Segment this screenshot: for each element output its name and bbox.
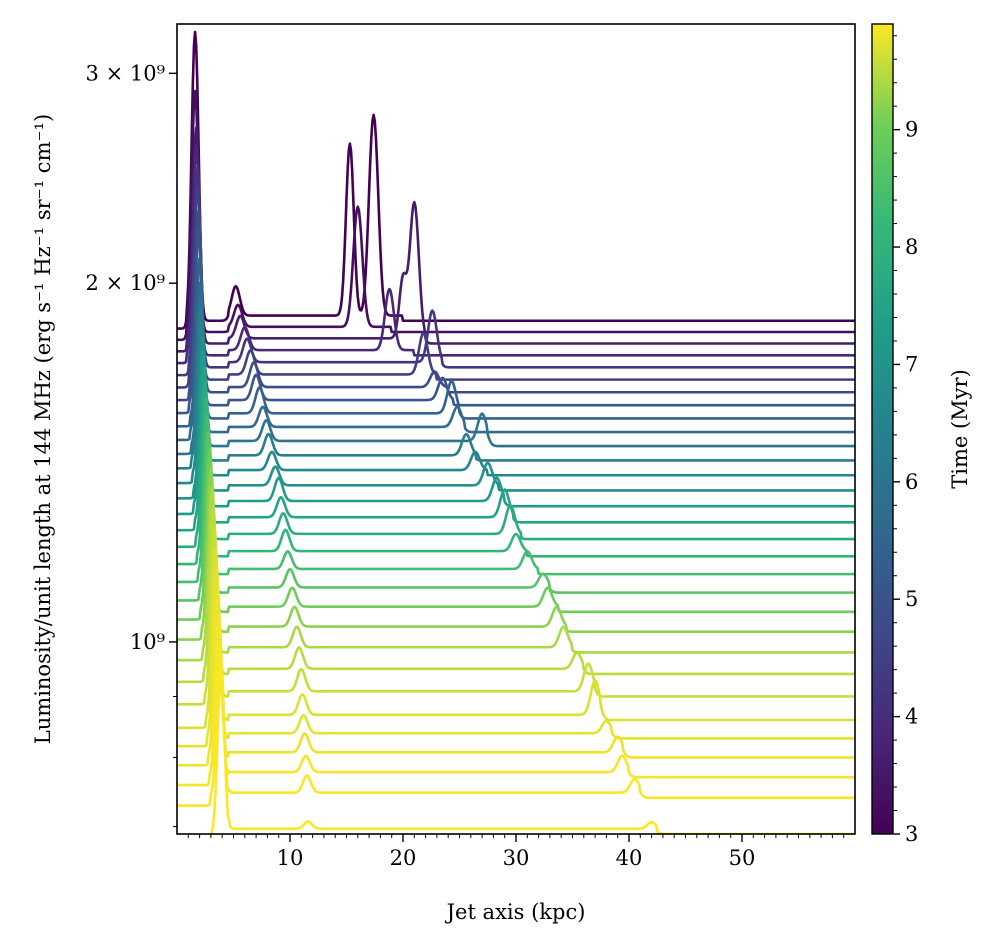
series-line-13: [177, 336, 855, 500]
series-lines: [177, 30, 855, 834]
series-line-12: [177, 322, 855, 485]
series-line-20: [177, 448, 855, 621]
series-line-9: [177, 281, 855, 442]
series-line-4: [177, 166, 855, 377]
series-line-18: [177, 413, 855, 584]
series-line-30: [210, 661, 855, 834]
series-line-14: [177, 351, 855, 516]
y-tick-label: 3 × 10⁹: [86, 61, 165, 85]
colorbar-tick-label: 5: [905, 587, 918, 611]
colorbar-tick-label: 4: [905, 705, 918, 729]
series-line-0: [177, 30, 855, 330]
x-axis-title: Jet axis (kpc): [445, 900, 586, 924]
series-line-3: [177, 146, 855, 365]
series-line-16: [177, 381, 855, 549]
series-line-6: [177, 209, 855, 402]
series-line-22: [177, 485, 855, 662]
series-line-26: [177, 568, 855, 748]
colorbar-title: Time (Myr): [948, 369, 972, 489]
x-tick-label: 40: [616, 846, 643, 870]
colorbar-axis: 3 4 5 6 7 8 9: [893, 35, 918, 846]
colorbar-tick-label: 6: [905, 470, 918, 494]
series-line-1: [177, 89, 855, 342]
colorbar-tick-label: 3: [905, 822, 918, 846]
colorbar: [871, 23, 894, 835]
plot-frame: [176, 23, 856, 835]
colorbar-tick-label: 9: [905, 118, 918, 142]
series-line-25: [177, 546, 855, 730]
series-line-8: [177, 256, 855, 428]
y-axis-title: Luminosity/unit length at 144 MHz (erg s…: [31, 114, 55, 744]
series-line-21: [177, 466, 855, 641]
y-tick-label: 10⁹: [130, 630, 165, 654]
y-tick-label: 2 × 10⁹: [86, 271, 165, 295]
x-tick-label: 10: [277, 846, 304, 870]
series-line-29: [177, 640, 855, 807]
series-line-24: [177, 525, 855, 706]
colorbar-tick-label: 8: [905, 235, 918, 259]
series-line-10: [177, 294, 855, 456]
series-line-19: [177, 430, 855, 602]
series-line-7: [177, 232, 855, 415]
series-line-11: [177, 308, 855, 470]
series-line-2: [177, 126, 855, 353]
series-line-28: [177, 615, 855, 787]
series-line-27: [177, 591, 855, 767]
series-line-23: [177, 504, 855, 684]
x-tick-label: 20: [390, 846, 417, 870]
x-tick-label: 50: [729, 846, 756, 870]
colorbar-tick-label: 7: [905, 352, 918, 376]
series-line-17: [177, 397, 855, 566]
x-tick-label: 30: [503, 846, 530, 870]
series-line-5: [177, 187, 855, 389]
x-axis: 10 20 30 40 50: [187, 834, 845, 870]
y-axis: 10⁹ 2 × 10⁹ 3 × 10⁹: [86, 61, 177, 828]
